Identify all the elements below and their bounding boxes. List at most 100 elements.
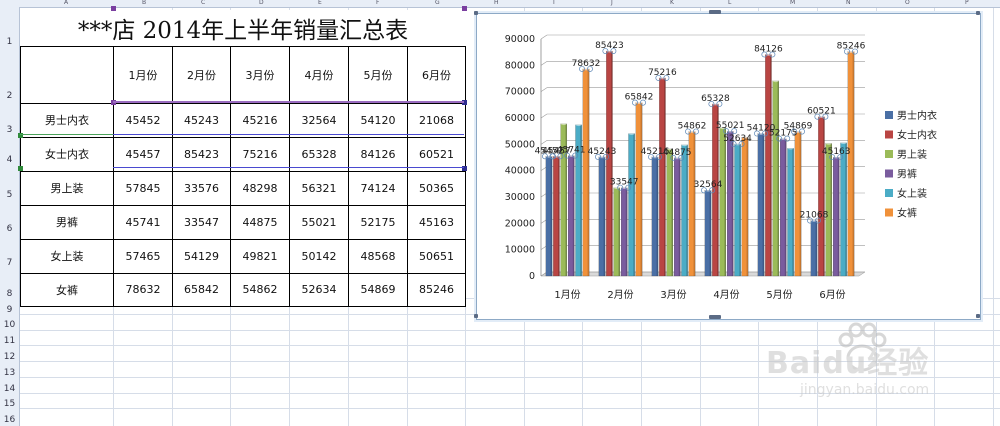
column-header-D[interactable]: D [259, 0, 264, 6]
table-cell[interactable]: 45216 [230, 102, 290, 138]
row-header-8[interactable]: 8 [6, 289, 13, 299]
table-cell[interactable]: 32564 [289, 102, 349, 138]
table-cell[interactable]: 44875 [230, 204, 290, 240]
column-header-B[interactable]: B [142, 0, 147, 6]
column-header-K[interactable]: K [670, 0, 674, 6]
month-header-3[interactable]: 3月份 [230, 45, 290, 104]
range-handle[interactable] [18, 166, 23, 171]
column-header-L[interactable]: L [728, 0, 732, 6]
column-header-G[interactable]: G [435, 0, 440, 6]
table-cell[interactable]: 57845 [113, 170, 173, 206]
column-header-M[interactable]: M [790, 0, 796, 6]
table-cell[interactable]: 65328 [289, 136, 349, 172]
y-tick-label: 30000 [505, 192, 535, 203]
chart-resize-handle[interactable] [709, 315, 721, 319]
month-header-1[interactable]: 1月份 [113, 45, 173, 104]
row-header-7[interactable]: 7 [6, 258, 13, 268]
row-header-4[interactable]: 4 [6, 155, 13, 165]
month-header-5[interactable]: 5月份 [348, 45, 408, 104]
row-header-16[interactable]: 16 [3, 415, 16, 425]
range-handle[interactable] [462, 6, 467, 11]
chart-area[interactable]: 0 10000 20000 30000 40000 50000 60000 70000 8000… [476, 13, 981, 320]
table-cell[interactable]: 75216 [230, 136, 290, 172]
row-header-11[interactable]: 11 [3, 336, 16, 346]
column-header-P[interactable]: P [965, 0, 969, 6]
column-header-H[interactable]: H [494, 0, 499, 6]
table-cell[interactable]: 33576 [172, 170, 231, 206]
table-cell[interactable]: 45741 [113, 204, 173, 240]
row-label[interactable]: 男裤 [20, 204, 114, 240]
row-label[interactable]: 女上装 [20, 238, 114, 274]
range-handle[interactable] [462, 166, 467, 171]
row-label[interactable]: 女士内衣 [20, 136, 114, 172]
month-header-6[interactable]: 6月份 [407, 45, 466, 104]
row-header-9[interactable]: 9 [6, 305, 13, 315]
data-label: 32564 [694, 180, 723, 190]
table-cell[interactable]: 50365 [407, 170, 466, 206]
chart-resize-handle[interactable] [976, 11, 980, 15]
column-header-C[interactable]: C [201, 0, 206, 6]
row-header-10[interactable]: 10 [3, 320, 16, 330]
month-header-4[interactable]: 4月份 [289, 45, 349, 104]
table-cell[interactable]: 78632 [113, 272, 173, 307]
chart-resize-handle[interactable] [976, 314, 980, 318]
row-label[interactable]: 男上装 [20, 170, 114, 206]
table-cell[interactable]: 85423 [172, 136, 231, 172]
row-label[interactable]: 男士内衣 [20, 102, 114, 138]
table-cell[interactable]: 65842 [172, 272, 231, 307]
table-cell[interactable]: 54120 [348, 102, 408, 138]
column-header-I[interactable]: I [553, 0, 555, 6]
table-cell[interactable]: 84126 [348, 136, 408, 172]
row-header-12[interactable]: 12 [3, 352, 16, 362]
column-header-O[interactable]: O [905, 0, 910, 6]
row-header-3[interactable]: 3 [6, 125, 13, 135]
header-corner-cell[interactable] [20, 45, 114, 104]
table-cell[interactable]: 33547 [172, 204, 231, 240]
row-header-6[interactable]: 6 [6, 224, 13, 234]
table-cell[interactable]: 48298 [230, 170, 290, 206]
table-cell[interactable]: 52175 [348, 204, 408, 240]
row-header-13[interactable]: 13 [3, 368, 16, 378]
table-cell[interactable]: 50142 [289, 238, 349, 274]
table-cell[interactable]: 54869 [348, 272, 408, 307]
table-cell[interactable]: 54129 [172, 238, 231, 274]
column-header-N[interactable]: N [846, 0, 851, 6]
table-cell[interactable]: 45452 [113, 102, 173, 138]
table-cell[interactable]: 60521 [407, 136, 466, 172]
table-cell[interactable]: 55021 [289, 204, 349, 240]
range-handle[interactable] [462, 100, 467, 105]
chart-resize-handle[interactable] [709, 10, 721, 14]
table-cell[interactable]: 21068 [407, 102, 466, 138]
table-cell[interactable]: 50651 [407, 238, 466, 274]
month-header-2[interactable]: 2月份 [172, 45, 231, 104]
paw-logo-icon [838, 322, 887, 372]
row-header-2[interactable]: 2 [6, 91, 13, 101]
table-cell[interactable]: 52634 [289, 272, 349, 307]
column-header-F[interactable]: F [376, 0, 380, 6]
chart-resize-handle[interactable] [474, 11, 478, 15]
table-cell[interactable]: 54862 [230, 272, 290, 307]
column-chart[interactable]: 0 10000 20000 30000 40000 50000 60000 70000 8000… [477, 14, 980, 319]
table-cell[interactable]: 45163 [407, 204, 466, 240]
table-cell[interactable]: 85246 [407, 272, 466, 307]
range-handle[interactable] [18, 133, 23, 138]
table-cell[interactable]: 74124 [348, 170, 408, 206]
column-header-E[interactable]: E [318, 0, 322, 6]
chart-resize-handle[interactable] [474, 314, 478, 318]
table-cell[interactable]: 48568 [348, 238, 408, 274]
table-cell[interactable]: 45457 [113, 136, 173, 172]
column-header-A[interactable]: A [64, 0, 69, 6]
data-label-handle [564, 152, 571, 159]
range-handle[interactable] [111, 6, 116, 11]
row-header-5[interactable]: 5 [6, 190, 13, 200]
column-header-J[interactable]: J [611, 0, 613, 6]
table-cell[interactable]: 57465 [113, 238, 173, 274]
table-title[interactable]: ***店 2014年上半年销量汇总表 [20, 10, 466, 47]
row-header-15[interactable]: 15 [3, 399, 16, 409]
table-cell[interactable]: 56321 [289, 170, 349, 206]
table-cell[interactable]: 49821 [230, 238, 290, 274]
row-label[interactable]: 女裤 [20, 272, 114, 307]
row-header-14[interactable]: 14 [3, 384, 16, 394]
row-header-1[interactable]: 1 [6, 37, 13, 47]
table-cell[interactable]: 45243 [172, 102, 231, 138]
